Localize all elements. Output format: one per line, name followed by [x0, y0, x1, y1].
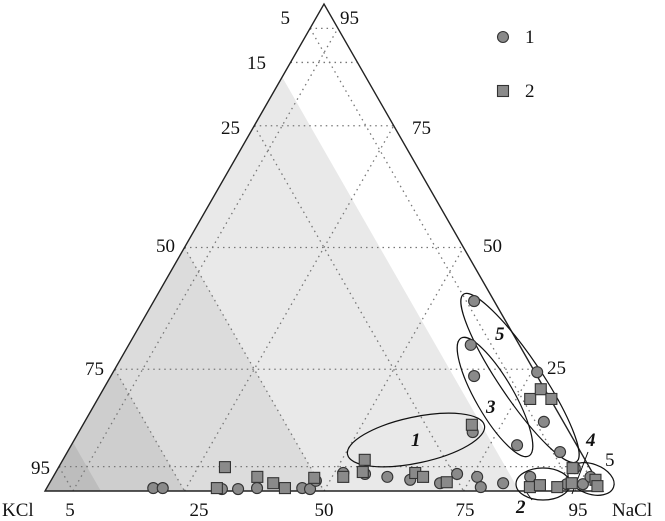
- data-point-square: [565, 477, 578, 490]
- data-point-square: [267, 477, 280, 490]
- data-point-square: [278, 482, 291, 495]
- bottom-tick: 50: [315, 500, 334, 521]
- grid-line-nacl: [574, 466, 590, 492]
- data-point-circle: [553, 445, 567, 459]
- right-tick: 50: [483, 236, 502, 257]
- grid-lines: [58, 27, 590, 492]
- grid-line-kcl: [58, 466, 74, 492]
- legend-square-icon: [496, 84, 510, 98]
- bottom-tick: 95: [569, 500, 588, 521]
- legend-label-2: 2: [525, 81, 535, 102]
- data-point-circle: [156, 482, 169, 495]
- triangle-frame: [43, 2, 605, 492]
- left-tick: 5: [281, 8, 291, 29]
- data-point-square: [534, 383, 547, 396]
- data-point-square: [356, 465, 369, 479]
- group-label-4: 4: [585, 430, 596, 451]
- data-point-circle: [468, 295, 481, 308]
- left-tick: 95: [31, 458, 50, 479]
- data-point-circle: [464, 338, 477, 351]
- grid-line-kcl: [114, 368, 186, 492]
- data-point-circle: [537, 415, 550, 428]
- left-tick: 50: [156, 236, 175, 257]
- left-tick: 15: [247, 53, 266, 74]
- data-point-circle: [468, 370, 481, 383]
- leader-line-2: [526, 492, 533, 501]
- data-point-square: [440, 476, 453, 489]
- data-point-square: [337, 470, 350, 483]
- grid-line-kcl: [253, 125, 465, 492]
- corner-label-kcl: KCl: [2, 500, 34, 521]
- bottom-tick: 25: [190, 500, 209, 521]
- data-point-square: [524, 392, 537, 406]
- data-point-circle: [381, 470, 394, 483]
- grid-line-nacl: [462, 368, 534, 492]
- data-point-square: [551, 481, 564, 494]
- shaded-region: [45, 442, 101, 491]
- data-point-square: [251, 470, 264, 483]
- data-point-square: [308, 471, 321, 484]
- data-point-square: [591, 480, 604, 493]
- grid-line-kcl: [309, 28, 576, 492]
- corner-label-nacl: NaCl: [612, 500, 652, 521]
- data-point-square: [523, 481, 536, 494]
- right-tick: 75: [412, 118, 431, 139]
- bottom-tick: 5: [65, 500, 75, 521]
- legend-circle-icon: [496, 30, 510, 44]
- data-point-circle: [232, 483, 245, 496]
- data-point-square: [566, 462, 579, 475]
- group-ellipse-3: [456, 336, 534, 458]
- group-ellipse-1: [346, 412, 486, 468]
- right-tick: 25: [547, 358, 566, 379]
- data-point-square: [218, 461, 232, 474]
- legend: 1 2: [496, 27, 535, 102]
- data-point-circle: [471, 470, 484, 483]
- data-points: [147, 295, 604, 496]
- grid-line-nacl: [183, 125, 395, 492]
- legend-label-1: 1: [525, 27, 535, 48]
- data-point-circle: [250, 482, 264, 495]
- group-label-1: 1: [411, 430, 421, 451]
- shaded-regions: [45, 77, 520, 492]
- data-point-square: [465, 418, 478, 431]
- left-tick: 25: [221, 118, 240, 139]
- data-point-circle: [531, 366, 544, 379]
- grid-line-nacl: [72, 28, 339, 492]
- group-label-5: 5: [495, 324, 505, 345]
- data-point-square: [545, 392, 558, 406]
- group-label-2: 2: [515, 497, 526, 518]
- left-tick: 75: [85, 359, 104, 380]
- data-point-square: [533, 479, 546, 492]
- bottom-tick: 75: [456, 500, 475, 521]
- data-point-circle: [451, 467, 464, 481]
- data-point-square: [358, 453, 371, 466]
- right-tick: 95: [340, 8, 359, 29]
- data-point-square: [416, 470, 430, 483]
- data-point-circle: [511, 439, 524, 452]
- data-point-square: [210, 482, 223, 495]
- data-point-circle: [497, 477, 510, 490]
- right-tick: 5: [605, 450, 615, 471]
- group-label-3: 3: [485, 397, 496, 418]
- data-point-circle: [474, 481, 487, 494]
